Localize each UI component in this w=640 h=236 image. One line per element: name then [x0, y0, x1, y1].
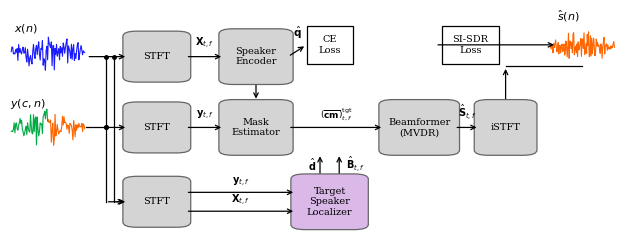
Text: STFT: STFT [143, 197, 170, 206]
Text: CE
Loss: CE Loss [318, 35, 341, 55]
Text: $\hat{s}(n)$: $\hat{s}(n)$ [557, 9, 579, 24]
FancyBboxPatch shape [219, 29, 293, 84]
FancyBboxPatch shape [379, 100, 460, 155]
Text: SI-SDR
Loss: SI-SDR Loss [452, 35, 488, 55]
Bar [307, 26, 353, 64]
Text: $\hat{\mathbf{B}}_{t,f}$: $\hat{\mathbf{B}}_{t,f}$ [346, 155, 365, 174]
Text: STFT: STFT [143, 52, 170, 61]
Text: $\hat{\mathbf{S}}_{t,f}$: $\hat{\mathbf{S}}_{t,f}$ [458, 102, 476, 122]
Text: $\mathbf{y}_{t,f}$: $\mathbf{y}_{t,f}$ [196, 108, 214, 122]
Text: Speaker
Encoder: Speaker Encoder [236, 47, 276, 66]
Text: $\mathbf{X}_{t,f}$: $\mathbf{X}_{t,f}$ [231, 193, 250, 208]
Text: STFT: STFT [143, 123, 170, 132]
Text: $y(c,n)$: $y(c,n)$ [10, 97, 45, 111]
FancyBboxPatch shape [123, 176, 191, 227]
FancyBboxPatch shape [291, 174, 369, 230]
Text: $\hat{\mathbf{d}}$: $\hat{\mathbf{d}}$ [308, 156, 316, 173]
FancyBboxPatch shape [123, 31, 191, 82]
Text: $(\overline{\mathbf{cm}})^{\rm tgt}_{t,f}$: $(\overline{\mathbf{cm}})^{\rm tgt}_{t,f… [319, 107, 353, 123]
Text: $\mathbf{X}_{t,f}$: $\mathbf{X}_{t,f}$ [195, 36, 214, 51]
FancyBboxPatch shape [219, 100, 293, 155]
Text: $\hat{\mathbf{q}}$: $\hat{\mathbf{q}}$ [293, 25, 301, 41]
FancyBboxPatch shape [474, 100, 537, 155]
Text: $x(n)$: $x(n)$ [14, 22, 38, 35]
Text: Mask
Estimator: Mask Estimator [232, 118, 280, 137]
Text: iSTFT: iSTFT [491, 123, 520, 132]
Text: Target
Speaker
Localizer: Target Speaker Localizer [307, 187, 353, 217]
Bar [442, 26, 499, 64]
Text: Beamformer
(MVDR): Beamformer (MVDR) [388, 118, 451, 137]
Text: $\mathbf{y}_{t,f}$: $\mathbf{y}_{t,f}$ [232, 176, 250, 189]
FancyBboxPatch shape [123, 102, 191, 153]
